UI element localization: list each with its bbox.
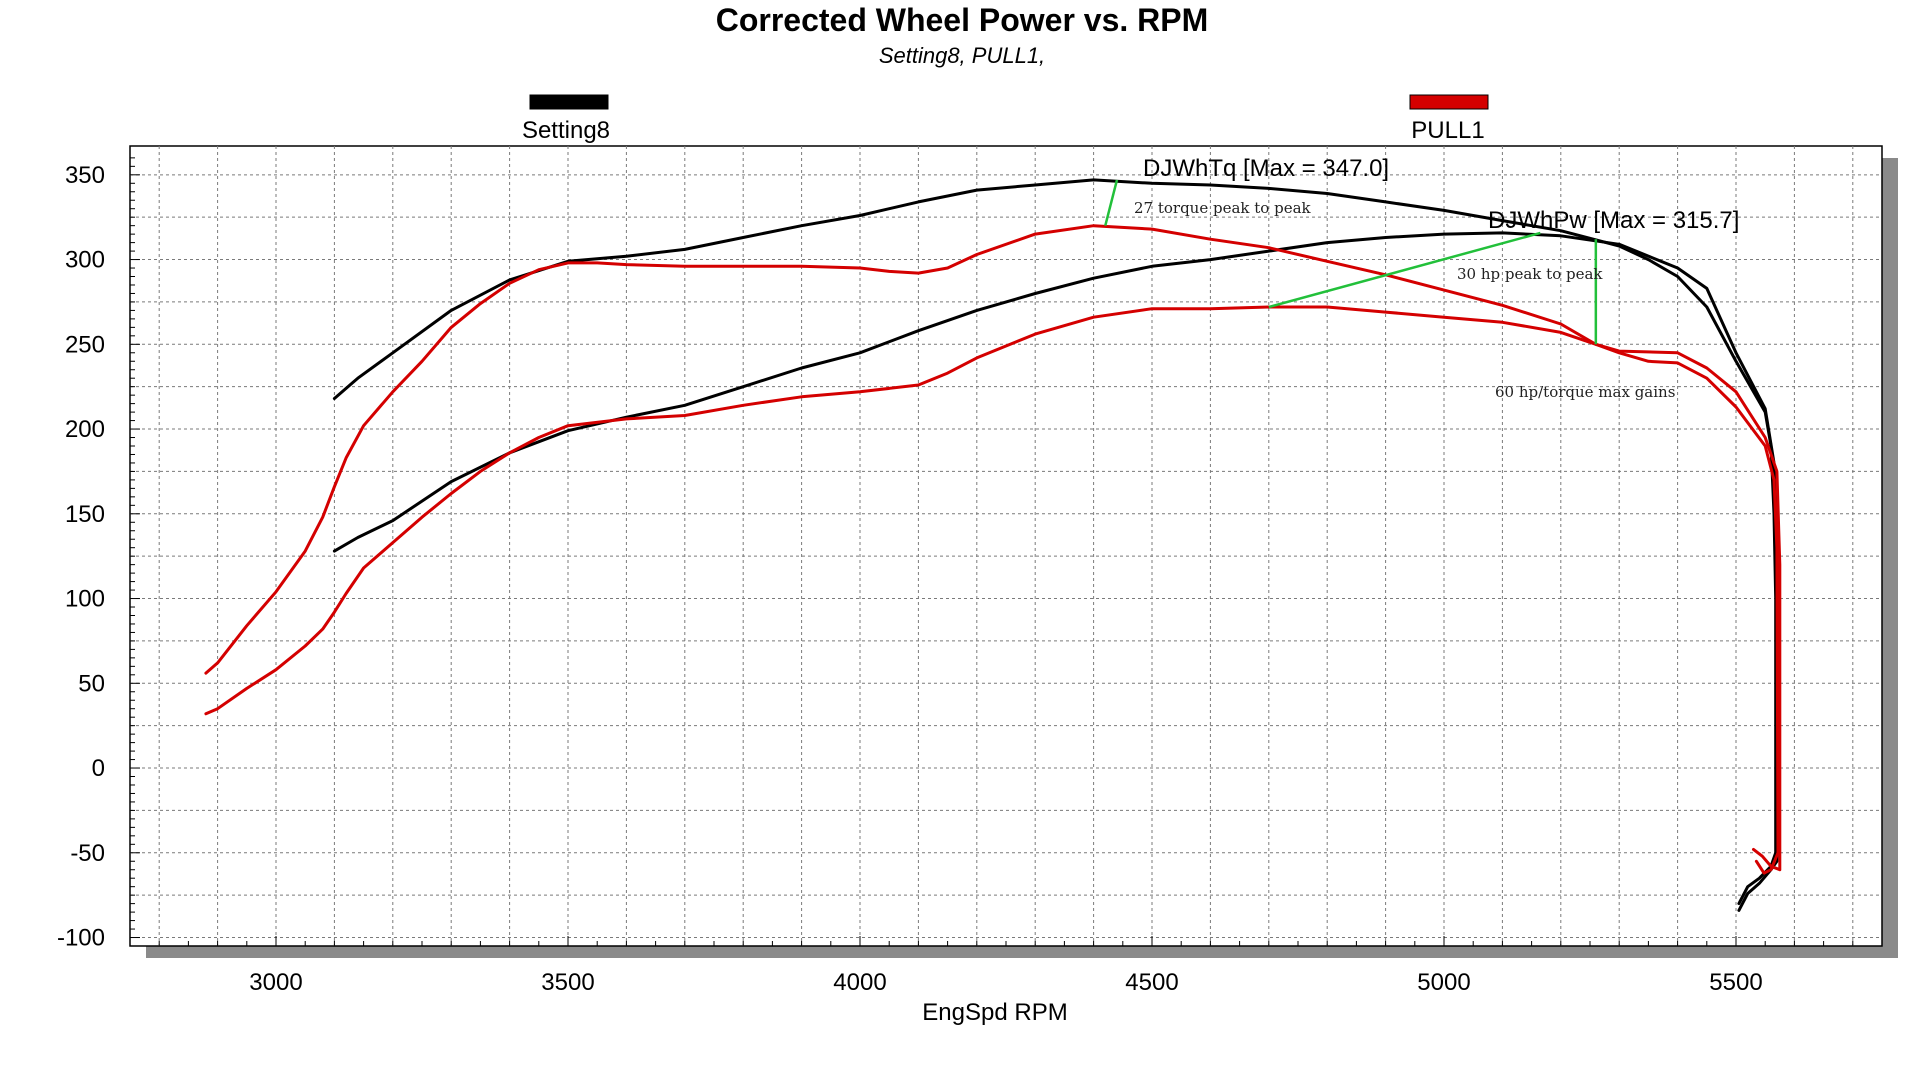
note-hp-peak: 30 hp peak to peak	[1457, 265, 1603, 283]
series-line-pull1-djwhpw	[204, 305, 1780, 875]
y-tick-label: -50	[70, 840, 105, 867]
torque-max-label: DJWhTq [Max = 347.0]	[1143, 155, 1389, 182]
annotation-line	[1268, 231, 1541, 309]
y-tick-label: 350	[65, 162, 105, 189]
grid	[130, 146, 1882, 946]
x-tick-label: 3500	[541, 969, 594, 996]
y-tick-label: 100	[65, 586, 105, 613]
annotation-line	[1104, 179, 1119, 226]
legend-label-setting8: Setting8	[522, 117, 610, 144]
series-lines	[204, 178, 1782, 912]
note-max-gains: 60 hp/torque max gains	[1495, 383, 1675, 401]
x-tick-label: 5500	[1709, 969, 1762, 996]
tick-labels: 350 300 250 200 150 100 50 0 -50 -100 3000 3500 4000…	[57, 162, 1763, 996]
chart-title: Corrected Wheel Power vs. RPM	[716, 2, 1209, 38]
y-tick-label: 300	[65, 247, 105, 274]
x-tick-label: 4500	[1125, 969, 1178, 996]
series-line-pull1-djwhtq	[204, 224, 1782, 872]
plot-area	[129, 145, 1883, 947]
x-axis-label: EngSpd RPM	[922, 999, 1067, 1026]
y-tick-label: 0	[92, 755, 105, 782]
chart-subtitle: Setting8, PULL1,	[879, 43, 1045, 68]
x-tick-label: 5000	[1417, 969, 1470, 996]
power-max-label: DJWhPw [Max = 315.7]	[1488, 207, 1739, 234]
y-tick-label: 200	[65, 416, 105, 443]
y-tick-label: 150	[65, 501, 105, 528]
y-tick-label: 250	[65, 331, 105, 358]
x-tick-label: 3000	[249, 969, 302, 996]
annotation-lines	[1104, 179, 1598, 345]
y-tick-label: -100	[57, 925, 105, 952]
x-tick-label: 4000	[833, 969, 886, 996]
legend-swatch-setting8	[529, 94, 609, 110]
y-tick-label: 50	[78, 670, 105, 697]
legend-swatch-pull1	[1409, 94, 1489, 110]
legend-label-pull1: PULL1	[1411, 117, 1484, 144]
note-torque-peak: 27 torque peak to peak	[1134, 199, 1312, 217]
